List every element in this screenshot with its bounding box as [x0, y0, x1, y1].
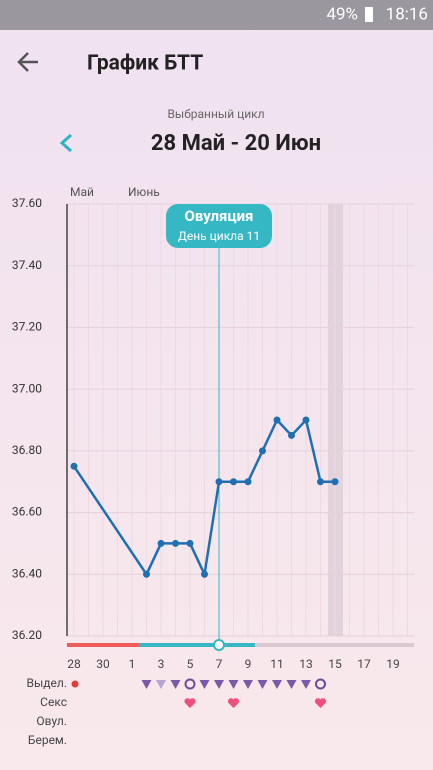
- discharge-drop: [286, 680, 297, 689]
- x-tick-label: 15: [328, 657, 342, 671]
- battery-icon: [365, 7, 373, 22]
- discharge-ring: [315, 678, 326, 690]
- temperature-point: [143, 570, 150, 578]
- temperature-point: [302, 416, 310, 424]
- temperature-point: [331, 478, 339, 486]
- temperature-point: [244, 478, 252, 486]
- y-tick-label: 36.80: [12, 443, 42, 457]
- temperature-point: [186, 539, 194, 547]
- x-tick-label: 17: [357, 657, 371, 671]
- battery: 49%: [326, 4, 358, 24]
- clock: 18:16: [386, 4, 428, 24]
- x-tick-label: 7: [216, 657, 223, 671]
- temperature-point: [201, 570, 208, 578]
- sex-heart: [184, 698, 196, 708]
- discharge-drop: [257, 680, 268, 689]
- y-tick-label: 36.60: [12, 505, 42, 519]
- x-tick-label: 5: [187, 657, 194, 671]
- temperature-point: [70, 462, 78, 470]
- temperature-point: [273, 416, 281, 424]
- temperature-point: [230, 478, 237, 486]
- discharge-drop: [156, 680, 166, 689]
- month-label: Июнь: [128, 185, 160, 199]
- discharge-drop: [199, 680, 210, 689]
- sex-heart: [314, 698, 327, 708]
- y-tick-label: 36.20: [12, 628, 42, 642]
- discharge-drop: [243, 680, 253, 689]
- cycle-caption: Выбранный цикл: [167, 107, 264, 121]
- y-tick-label: 37.40: [12, 258, 42, 272]
- temperature-point: [288, 431, 295, 439]
- temperature-point: [215, 478, 223, 486]
- discharge-drop: [228, 680, 239, 689]
- x-tick-label: 3: [158, 657, 165, 671]
- discharge-drop: [170, 680, 181, 689]
- temperature-point: [259, 447, 266, 455]
- discharge-drop: [272, 680, 282, 689]
- ovulation-day: День цикла 11: [178, 229, 260, 243]
- tracker-label: Выдел.: [27, 676, 68, 690]
- status-bar: [0, 0, 433, 30]
- temperature-point: [157, 539, 165, 547]
- tracker-label: Овул.: [36, 714, 67, 728]
- temperature-point: [317, 478, 324, 486]
- discharge-drop: [214, 680, 224, 689]
- discharge-drop: [141, 680, 152, 689]
- x-tick-label: 30: [96, 657, 110, 671]
- tracker-label: Секс: [40, 695, 67, 709]
- y-tick-label: 37.60: [12, 196, 42, 210]
- x-tick-label: 28: [67, 657, 81, 671]
- discharge-ring: [184, 678, 196, 690]
- tracker-label: Берем.: [28, 733, 67, 747]
- x-tick-label: 9: [245, 657, 252, 671]
- discharge-icon: [71, 680, 79, 688]
- back-button[interactable]: [17, 52, 38, 72]
- x-tick-label: 11: [270, 657, 284, 671]
- prev-cycle[interactable]: [59, 133, 72, 153]
- x-tick-label: 19: [386, 657, 400, 671]
- ovulation-marker: [213, 639, 225, 651]
- page-title: График БТТ: [87, 52, 203, 76]
- x-tick-label: 13: [299, 657, 313, 671]
- ovulation-title: Овуляция: [185, 207, 254, 225]
- cycle-range: 28 Май - 20 Июн: [151, 131, 321, 156]
- y-tick-label: 37.00: [12, 381, 42, 395]
- discharge-drop: [301, 680, 311, 689]
- x-tick-label: 1: [129, 657, 136, 671]
- y-tick-label: 36.40: [12, 566, 42, 580]
- y-tick-label: 37.20: [12, 320, 42, 334]
- temperature-point: [172, 539, 179, 547]
- sex-heart: [227, 698, 240, 708]
- month-label: Май: [70, 185, 94, 199]
- ovulation-bubble: [166, 204, 272, 248]
